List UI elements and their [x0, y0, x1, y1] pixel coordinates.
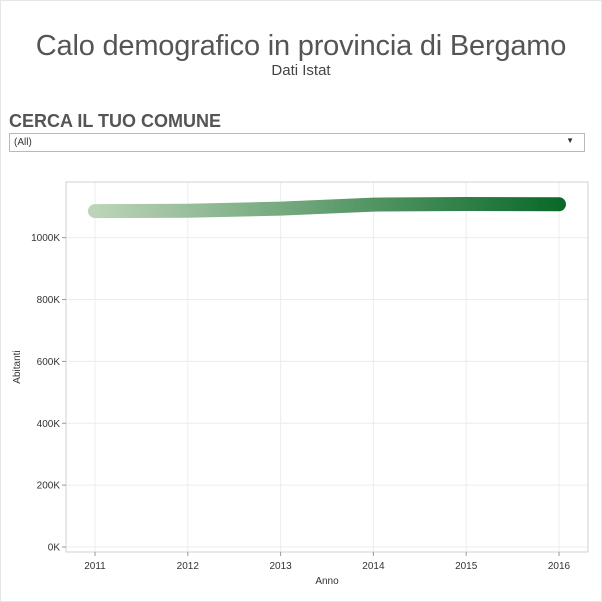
data-point[interactable] — [181, 204, 195, 218]
y-tick-label: 200K — [37, 481, 61, 492]
x-axis-ticks: 2011 2012 2013 2014 2015 2016 — [84, 552, 571, 572]
series-layer — [88, 196, 566, 219]
data-point[interactable] — [366, 198, 380, 212]
x-tick-label: 2014 — [362, 561, 385, 572]
series-line[interactable] — [88, 196, 566, 219]
page-subtitle: Dati Istat — [271, 62, 331, 79]
y-tick-label: 0K — [48, 543, 61, 554]
comune-dropdown[interactable]: (All) ▼ — [9, 133, 585, 152]
grid-lines — [66, 182, 588, 552]
x-axis-label: Anno — [315, 576, 339, 587]
x-tick-label: 2015 — [455, 561, 478, 572]
y-tick-label: 400K — [37, 419, 61, 430]
y-tick-label: 800K — [37, 295, 61, 306]
y-axis-ticks: 0K 200K 400K 600K 800K 1000K — [31, 233, 66, 554]
x-tick-label: 2013 — [269, 561, 292, 572]
y-tick-label: 1000K — [31, 233, 60, 244]
page-title: Calo demografico in provincia di Bergamo — [35, 30, 567, 62]
x-tick-label: 2012 — [177, 561, 200, 572]
plot-area — [65, 181, 589, 553]
chevron-down-icon[interactable]: ▼ — [566, 136, 574, 145]
filter-label: CERCA IL TUO COMUNE — [9, 111, 222, 131]
y-tick-label: 600K — [37, 357, 61, 368]
x-tick-label: 2016 — [548, 561, 571, 572]
data-point[interactable] — [274, 202, 288, 216]
data-point[interactable] — [88, 204, 102, 218]
dropdown-selected-value: (All) — [14, 137, 32, 148]
data-point[interactable] — [552, 197, 566, 211]
x-tick-label: 2011 — [84, 561, 106, 572]
data-point[interactable] — [459, 197, 473, 211]
y-axis-label: Abitanti — [12, 350, 23, 383]
population-line-chart: 0K 200K 400K 600K 800K 1000K 2011 2012 2013 2014… — [12, 181, 589, 587]
